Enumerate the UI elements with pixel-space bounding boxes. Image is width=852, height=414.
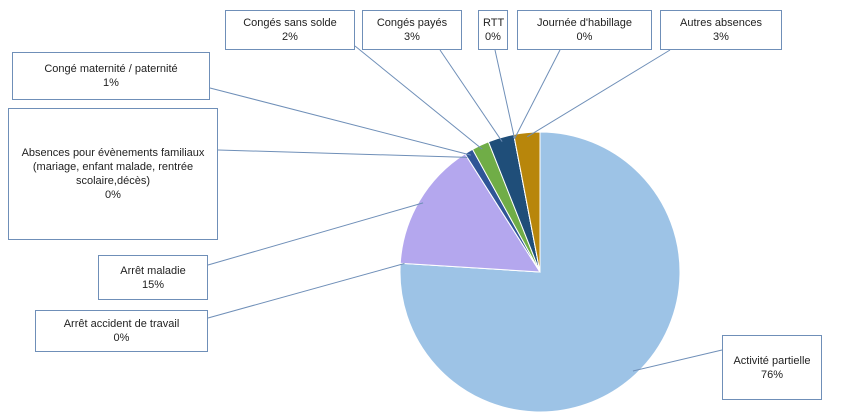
value-label: 1%	[103, 77, 119, 89]
leader-line	[514, 49, 561, 139]
data-label: RTT 0%	[478, 10, 508, 50]
data-label: Arrêt maladie 15%	[98, 255, 208, 300]
category-label: Congé maternité / paternité	[44, 63, 178, 75]
leader-line	[632, 349, 723, 372]
category-label: Autres absences	[680, 17, 762, 29]
category-label: Arrêt accident de travail	[63, 318, 180, 330]
leader-line	[439, 49, 503, 142]
leader-line	[207, 262, 405, 319]
data-label: Congés payés 3%	[362, 10, 462, 50]
leader-line	[354, 45, 483, 150]
leader-line	[207, 202, 424, 266]
value-label: 3%	[404, 31, 420, 43]
leader-line	[209, 87, 471, 156]
value-label: 0%	[113, 332, 130, 344]
data-label: Arrêt accident de travail 0%	[35, 310, 208, 352]
value-label: 0%	[485, 31, 501, 43]
pie-slice	[399, 131, 681, 413]
category-label: Arrêt maladie	[120, 264, 186, 277]
leader-line	[526, 49, 671, 138]
value-label: 15%	[141, 278, 165, 291]
category-label: Absences pour évènements familiaux (mari…	[21, 147, 205, 187]
value-label: 3%	[713, 31, 729, 43]
value-label: 0%	[105, 189, 121, 201]
category-label: RTT	[483, 17, 505, 29]
pie-slice	[399, 153, 541, 273]
value-label: 76%	[760, 368, 784, 381]
data-label: Journée d'habillage 0%	[517, 10, 652, 50]
category-label: Journée d'habillage	[536, 17, 633, 29]
leader-line	[217, 149, 468, 158]
value-label: 2%	[282, 31, 298, 43]
data-label: Congé maternité / paternité 1%	[12, 52, 210, 100]
data-label: Autres absences 3%	[660, 10, 782, 50]
category-label: Congés sans solde	[243, 17, 337, 29]
data-label: Activité partielle 76%	[722, 335, 822, 400]
value-label: 0%	[576, 31, 593, 43]
data-label: Congés sans solde 2%	[225, 10, 355, 50]
leader-line	[494, 49, 516, 139]
category-label: Congés payés	[376, 17, 448, 29]
category-label: Activité partielle	[733, 354, 811, 367]
data-label: Absences pour évènements familiaux (mari…	[8, 108, 218, 240]
